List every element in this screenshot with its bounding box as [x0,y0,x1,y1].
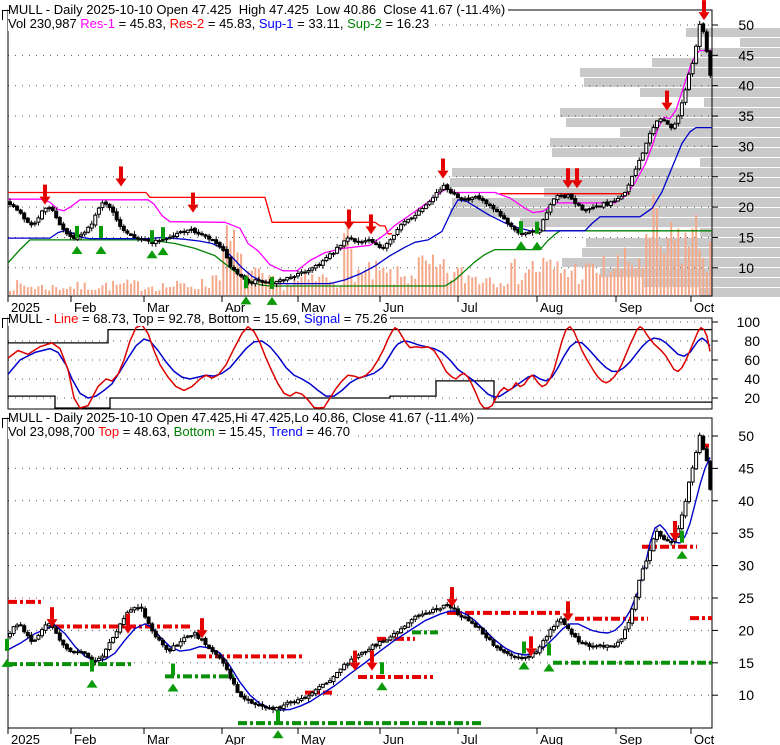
svg-text:Mar: Mar [147,732,170,745]
title-part: = 75.26 [340,311,388,326]
title-part: MULL - [8,311,54,326]
svg-text:80: 80 [744,333,760,349]
svg-text:35: 35 [738,525,754,541]
svg-text:10: 10 [738,687,754,703]
svg-text:15: 15 [738,229,754,245]
svg-text:Sep: Sep [619,732,642,745]
title-part: Sup-2 [347,16,382,31]
svg-text:Apr: Apr [225,300,246,315]
title-part: = 68.73, Top = 92.78, Bottom = 15.69, [78,311,304,326]
panel3-subtitle: Vol 23,098,700 Top = 48.63, Bottom = 15.… [8,424,354,439]
panel1-corner-bracket [2,10,9,20]
panel1-subtitle: Vol 230,987 Res-1 = 45.83, Res-2 = 45.83… [8,16,433,31]
svg-text:25: 25 [738,169,754,185]
svg-text:40: 40 [738,78,754,94]
title-part: = 16.23 [381,16,430,31]
title-part: = 45.83, [204,16,259,31]
title-part: Res-1 [80,16,115,31]
svg-text:Sep: Sep [619,300,642,315]
svg-text:60: 60 [744,352,760,368]
svg-text:Jul: Jul [461,300,478,315]
svg-text:15: 15 [738,655,754,671]
svg-text:Jun: Jun [383,732,404,745]
title-part: Sup-1 [258,16,294,31]
svg-text:20: 20 [738,622,754,638]
svg-text:Aug: Aug [540,300,563,315]
title-part: Line [53,311,79,326]
svg-text:2025: 2025 [11,300,40,315]
panel3-corner-bracket [2,418,9,428]
title-part: = 45.83, [114,16,170,31]
svg-text:2025: 2025 [11,732,40,745]
svg-text:Apr: Apr [225,732,246,745]
svg-text:Aug: Aug [540,732,563,745]
title-part: Trend [269,424,303,439]
svg-text:20: 20 [738,199,754,215]
svg-text:50: 50 [738,17,754,33]
svg-text:Feb: Feb [74,732,96,745]
svg-text:May: May [301,732,326,745]
svg-text:25: 25 [738,590,754,606]
svg-text:100: 100 [737,314,761,330]
panel1-title: MULL - Daily 2025-10-10 Open 47.425 High… [8,3,509,17]
svg-text:45: 45 [738,460,754,476]
svg-text:Mar: Mar [147,300,170,315]
title-part: Vol 230,987 [8,16,81,31]
svg-text:30: 30 [738,138,754,154]
svg-text:May: May [301,300,326,315]
svg-text:Jul: Jul [461,732,478,745]
panel3-title: MULL - Daily 2025-10-10 Open 47.425,Hi 4… [8,411,478,425]
title-part: Res-2 [169,16,205,31]
title-part: Top [98,424,120,439]
panel2-corner-bracket [2,318,9,328]
title-part: = 33.11, [293,16,348,31]
title-part: = 48.63, [119,424,174,439]
svg-text:35: 35 [738,108,754,124]
title-part: Signal [303,311,341,326]
svg-text:Oct: Oct [694,732,715,745]
title-part: = 15.45, [214,424,270,439]
title-part: Bottom [173,424,215,439]
title-part: Vol 23,098,700 [8,424,99,439]
panel2-title: MULL - Line = 68.73, Top = 92.78, Bottom… [8,311,391,326]
svg-text:40: 40 [738,493,754,509]
svg-text:45: 45 [738,47,754,63]
svg-text:50: 50 [738,428,754,444]
title-part: = 46.70 [302,424,351,439]
svg-text:20: 20 [744,390,760,406]
svg-text:Feb: Feb [74,300,96,315]
svg-text:Jun: Jun [383,300,404,315]
svg-text:40: 40 [744,371,760,387]
svg-text:30: 30 [738,558,754,574]
svg-text:Oct: Oct [694,300,715,315]
svg-text:10: 10 [738,260,754,276]
